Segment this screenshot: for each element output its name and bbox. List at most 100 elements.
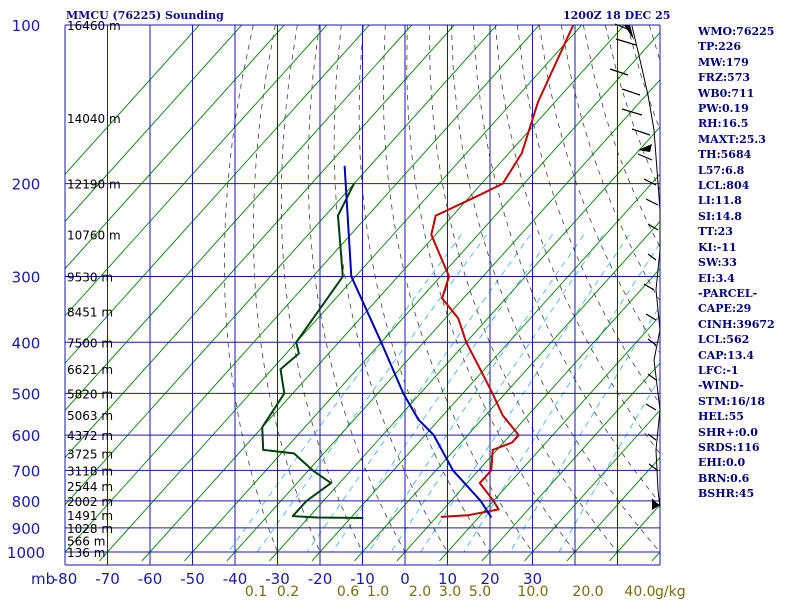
index-item: BSHR:45 bbox=[698, 487, 755, 501]
temperature-tick-label: -50 bbox=[180, 570, 205, 588]
chart-title: MMCU (76225) Sounding bbox=[66, 9, 224, 22]
isotherm-line bbox=[65, 25, 370, 364]
index-item: LFC:-1 bbox=[698, 363, 739, 377]
temperature-tick-label: -80 bbox=[53, 570, 78, 588]
isotherm-line bbox=[311, 173, 660, 562]
isotherm-line bbox=[65, 25, 285, 270]
isotherm-line bbox=[65, 25, 455, 459]
sounding-traces bbox=[261, 25, 575, 519]
height-label: 1028 m bbox=[67, 522, 113, 536]
isotherm-line bbox=[65, 25, 498, 506]
mixing-ratio-label: 40.0 bbox=[624, 584, 655, 600]
wind-barb bbox=[647, 253, 657, 261]
height-label: 16460 m bbox=[67, 19, 121, 33]
index-item: STM:16/18 bbox=[698, 394, 765, 408]
mixing-ratio-label: 10.0 bbox=[517, 584, 548, 600]
index-item: PW:0.19 bbox=[698, 102, 749, 116]
grid-lines bbox=[64, 24, 661, 566]
index-item: WMO:76225 bbox=[698, 25, 775, 38]
isotherm-line bbox=[65, 25, 540, 553]
isotherm-line bbox=[65, 25, 328, 317]
index-item: MW:179 bbox=[698, 55, 749, 69]
temperature-tick-label: 0 bbox=[400, 570, 410, 588]
temperature-tick-label: -40 bbox=[223, 570, 248, 588]
pressure-tick-label: 200 bbox=[12, 176, 41, 194]
index-item: EHI:0.0 bbox=[698, 456, 746, 470]
wind-barb bbox=[631, 128, 651, 136]
isotherm-line bbox=[439, 315, 660, 562]
mixing-ratio-label: 0.1 bbox=[245, 584, 267, 600]
index-item: -WIND- bbox=[698, 379, 744, 393]
dry-adiabat-line bbox=[494, 25, 660, 455]
index-item: KI:-11 bbox=[698, 240, 737, 254]
height-label: 4372 m bbox=[67, 429, 113, 443]
parcel-trace bbox=[343, 165, 493, 519]
surface-wind-marker bbox=[652, 500, 660, 510]
index-item: -PARCEL- bbox=[698, 286, 758, 300]
mixing-ratio-line bbox=[368, 234, 585, 553]
height-label: 10760 m bbox=[67, 229, 121, 243]
pressure-tick-label: 400 bbox=[12, 334, 41, 352]
isotherm-line bbox=[141, 25, 625, 562]
height-label: 6621 m bbox=[67, 363, 113, 377]
mixing-ratio-line bbox=[256, 234, 488, 553]
temperature-tick-label: 10 bbox=[438, 570, 457, 588]
observation-time: 1200Z 18 DEC 25 bbox=[563, 9, 671, 22]
dry-adiabat-line bbox=[406, 25, 576, 553]
mixing-ratio-unit-label: g/kg bbox=[655, 584, 686, 600]
wind-barb bbox=[621, 108, 643, 116]
mixing-ratio-line bbox=[306, 234, 531, 553]
isotherm-line bbox=[184, 31, 660, 562]
wind-barb bbox=[647, 373, 657, 381]
index-item: EI:3.4 bbox=[698, 271, 735, 285]
pressure-tick-label: 700 bbox=[12, 462, 41, 480]
index-item: CAPE:29 bbox=[698, 302, 752, 316]
dewpoint-trace bbox=[261, 183, 364, 519]
temperature-tick-label: -30 bbox=[265, 570, 290, 588]
index-item: RH:16.5 bbox=[698, 117, 749, 131]
stability-indices-panel: WMO:76225 TP:226 MW:179 FRZ:573 WB0:711 PW:0.… bbox=[698, 24, 775, 502]
mixing-ratio-line bbox=[227, 234, 462, 553]
height-label: 3118 m bbox=[67, 464, 113, 478]
pressure-tick-label: 600 bbox=[12, 427, 41, 445]
isotherm-lines bbox=[65, 25, 660, 562]
wind-barb bbox=[647, 338, 657, 346]
height-label: 5063 m bbox=[67, 409, 113, 423]
dry-adiabat-line bbox=[472, 25, 660, 504]
index-item: SRDS:116 bbox=[698, 440, 760, 454]
wind-barb bbox=[621, 88, 641, 96]
temperature-tick-label: 20 bbox=[480, 570, 499, 588]
mixing-ratio-line bbox=[420, 234, 630, 553]
wind-barb bbox=[645, 313, 657, 321]
pressure-unit-label: mb bbox=[31, 570, 55, 588]
index-item: CINH:39672 bbox=[698, 317, 775, 331]
isotherm-line bbox=[269, 126, 660, 562]
dry-adiabat-line bbox=[382, 25, 533, 553]
index-item: CAP:13.4 bbox=[698, 348, 755, 362]
wind-barb bbox=[615, 38, 637, 46]
wind-pennant bbox=[624, 25, 634, 40]
height-label: 8451 m bbox=[67, 306, 113, 320]
isotherm-line bbox=[354, 220, 660, 562]
height-label: 14040 m bbox=[67, 112, 121, 126]
height-label: 2002 m bbox=[67, 495, 113, 509]
pressure-tick-label: 1000 bbox=[7, 544, 45, 562]
temperature-tick-label: -60 bbox=[138, 570, 163, 588]
index-item: SW:33 bbox=[698, 256, 737, 270]
height-label: 1491 m bbox=[67, 509, 113, 523]
index-item: WB0:711 bbox=[698, 86, 755, 100]
isotherm-line bbox=[566, 456, 660, 562]
index-item: HEL:55 bbox=[698, 410, 744, 424]
wind-pennant bbox=[638, 144, 652, 152]
mixing-ratio-line bbox=[509, 305, 660, 553]
mixing-ratio-label: 2.0 bbox=[409, 584, 431, 600]
dry-adiabat-line bbox=[280, 25, 363, 553]
dry-adiabat-line bbox=[428, 25, 618, 553]
mixing-ratio-label: 20.0 bbox=[572, 584, 603, 600]
wind-barb bbox=[648, 463, 658, 471]
index-item: MAXT:25.3 bbox=[698, 132, 766, 146]
pressure-tick-label: 300 bbox=[12, 268, 41, 286]
mixing-ratio-line bbox=[558, 376, 660, 553]
